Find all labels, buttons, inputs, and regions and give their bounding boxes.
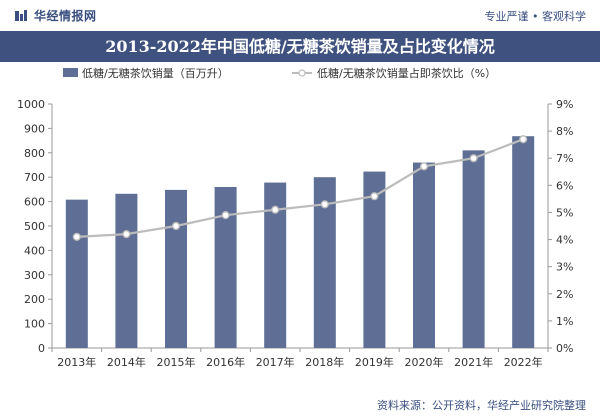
x-tick-label: 2013年 bbox=[57, 355, 96, 369]
x-tick-label: 2014年 bbox=[107, 355, 146, 369]
page-title: 2013-2022年中国低糖/无糖茶饮销量及占比变化情况 bbox=[0, 31, 600, 62]
left-tick-label: 700 bbox=[24, 171, 45, 184]
bar bbox=[512, 136, 535, 348]
x-tick-label: 2015年 bbox=[157, 355, 196, 369]
line-series bbox=[72, 135, 528, 241]
right-tick-label: 6% bbox=[556, 179, 573, 192]
top-bar: 华经情报网 专业严谨 • 客观科学 bbox=[0, 0, 600, 30]
line-point bbox=[122, 230, 131, 239]
left-tick-label: 400 bbox=[24, 244, 45, 257]
right-tick-label: 3% bbox=[556, 261, 573, 274]
legend-line-label: 低糖/无糖茶饮销量占即茶饮比（%） bbox=[317, 66, 496, 80]
bar bbox=[462, 150, 485, 348]
legend: 低糖/无糖茶饮销量（百万升） 低糖/无糖茶饮销量占即茶饮比（%） bbox=[63, 66, 496, 80]
left-tick-label: 800 bbox=[24, 147, 45, 160]
x-tick-label: 2020年 bbox=[405, 355, 444, 369]
right-tick-label: 0% bbox=[556, 342, 573, 355]
line-point bbox=[72, 232, 81, 241]
right-tick-label: 8% bbox=[556, 125, 573, 138]
bar bbox=[214, 186, 237, 348]
line-point bbox=[271, 205, 280, 214]
bar bbox=[313, 177, 336, 348]
bar-series bbox=[65, 136, 535, 348]
right-tick-label: 2% bbox=[556, 288, 573, 301]
legend-line-marker bbox=[298, 69, 306, 77]
bar bbox=[115, 193, 138, 348]
bar bbox=[65, 199, 88, 348]
bar bbox=[165, 189, 187, 348]
left-tick-label: 200 bbox=[24, 293, 45, 306]
brand-name: 华经情报网 bbox=[34, 9, 97, 23]
x-tick-label: 2022年 bbox=[504, 355, 543, 369]
legend-bar-label: 低糖/无糖茶饮销量（百万升） bbox=[82, 66, 229, 80]
line-point bbox=[221, 211, 230, 220]
left-tick-label: 300 bbox=[24, 269, 45, 282]
line-point bbox=[469, 154, 478, 163]
right-tick-label: 5% bbox=[556, 206, 573, 219]
logo-icon bbox=[15, 9, 27, 21]
line-point bbox=[320, 200, 329, 209]
source-note: 资料来源：公开资料，华经产业研究院整理 bbox=[377, 399, 586, 412]
right-tick-label: 4% bbox=[556, 234, 573, 247]
line-point bbox=[419, 162, 429, 171]
left-tick-label: 900 bbox=[24, 122, 45, 135]
x-tick-label: 2016年 bbox=[206, 355, 245, 369]
bar bbox=[264, 182, 287, 348]
line-point bbox=[370, 192, 379, 201]
x-tick-label: 2021年 bbox=[454, 355, 493, 369]
right-tick-label: 7% bbox=[556, 152, 573, 165]
legend-bar-swatch bbox=[63, 68, 78, 77]
right-tick-label: 9% bbox=[556, 98, 573, 111]
line-point bbox=[171, 221, 181, 231]
brand: 华经情报网 bbox=[14, 7, 97, 24]
left-tick-label: 600 bbox=[24, 196, 45, 209]
left-tick-label: 100 bbox=[24, 318, 45, 331]
left-tick-label: 1000 bbox=[17, 98, 45, 111]
x-tick-label: 2018年 bbox=[305, 355, 344, 369]
slogan: 专业严谨 • 客观科学 bbox=[484, 10, 586, 23]
chart: 低糖/无糖茶饮销量（百万升） 低糖/无糖茶饮销量占即茶饮比（%） 0 100 200… bbox=[17, 66, 573, 369]
axes: 0 100 200 300 400 500 600 700 800 900 1000 0% 1% 2% 3%… bbox=[17, 98, 573, 369]
bar bbox=[363, 171, 386, 348]
x-tick-label: 2017年 bbox=[256, 355, 295, 369]
right-tick-label: 1% bbox=[556, 315, 573, 328]
left-tick-label: 500 bbox=[24, 220, 45, 233]
left-tick-label: 0 bbox=[38, 342, 45, 355]
x-tick-label: 2019年 bbox=[355, 355, 394, 369]
line-point bbox=[519, 135, 528, 144]
share-line bbox=[76, 138, 524, 238]
bar bbox=[413, 162, 435, 348]
